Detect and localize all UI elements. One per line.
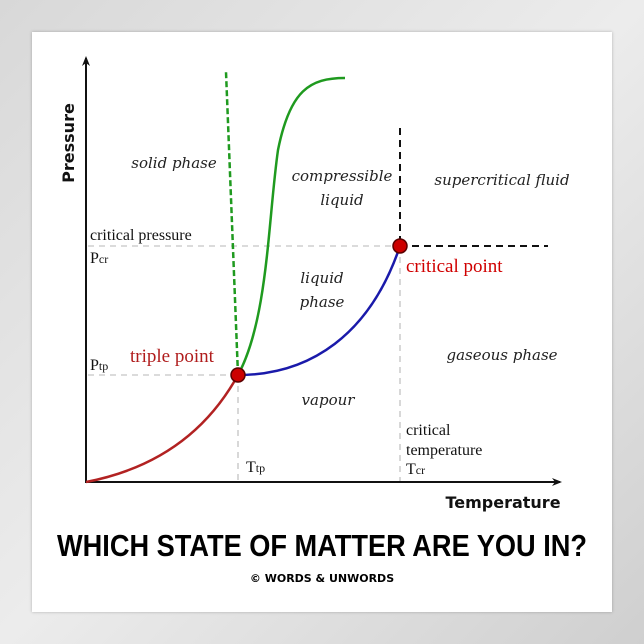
liquid-phase-label-1: liquid <box>300 269 343 287</box>
pcr-label: Pcr <box>90 250 108 267</box>
critical-point-label: critical point <box>406 256 503 277</box>
sublimation-curve <box>85 374 240 484</box>
compressible-liquid-label-2: liquid <box>320 191 363 209</box>
tcr-label: Tcr <box>406 461 425 478</box>
critical-temperature-label-1: critical <box>406 422 451 439</box>
y-axis-label: Pressure <box>59 103 78 183</box>
liquid-phase-label-2: phase <box>300 293 345 311</box>
supercritical-fluid-label: supercritical fluid <box>434 171 569 189</box>
anomalous-melting-curve <box>224 71 240 376</box>
copyright: © WORDS & UNWORDS <box>250 572 394 585</box>
vapour-label: vapour <box>302 391 356 409</box>
ptp-label: Ptp <box>90 357 108 374</box>
triple-point-marker <box>230 367 246 383</box>
x-axis-label: Temperature <box>445 493 560 512</box>
critical-temperature-label-2: temperature <box>406 442 482 459</box>
solid-phase-label: solid phase <box>131 154 217 172</box>
gaseous-phase-label: gaseous phase <box>446 346 557 364</box>
critical-pressure-label: critical pressure <box>90 227 192 244</box>
vaporization-curve <box>237 245 402 377</box>
melting-curve <box>236 76 346 376</box>
triple-point-label: triple point <box>130 346 215 367</box>
critical-point-marker <box>392 238 408 254</box>
poster <box>32 32 612 612</box>
ttp-label: Ttp <box>246 459 265 476</box>
poster-title: WHICH STATE OF MATTER ARE YOU IN? <box>57 528 587 563</box>
compressible-liquid-label-1: compressible <box>292 167 393 185</box>
